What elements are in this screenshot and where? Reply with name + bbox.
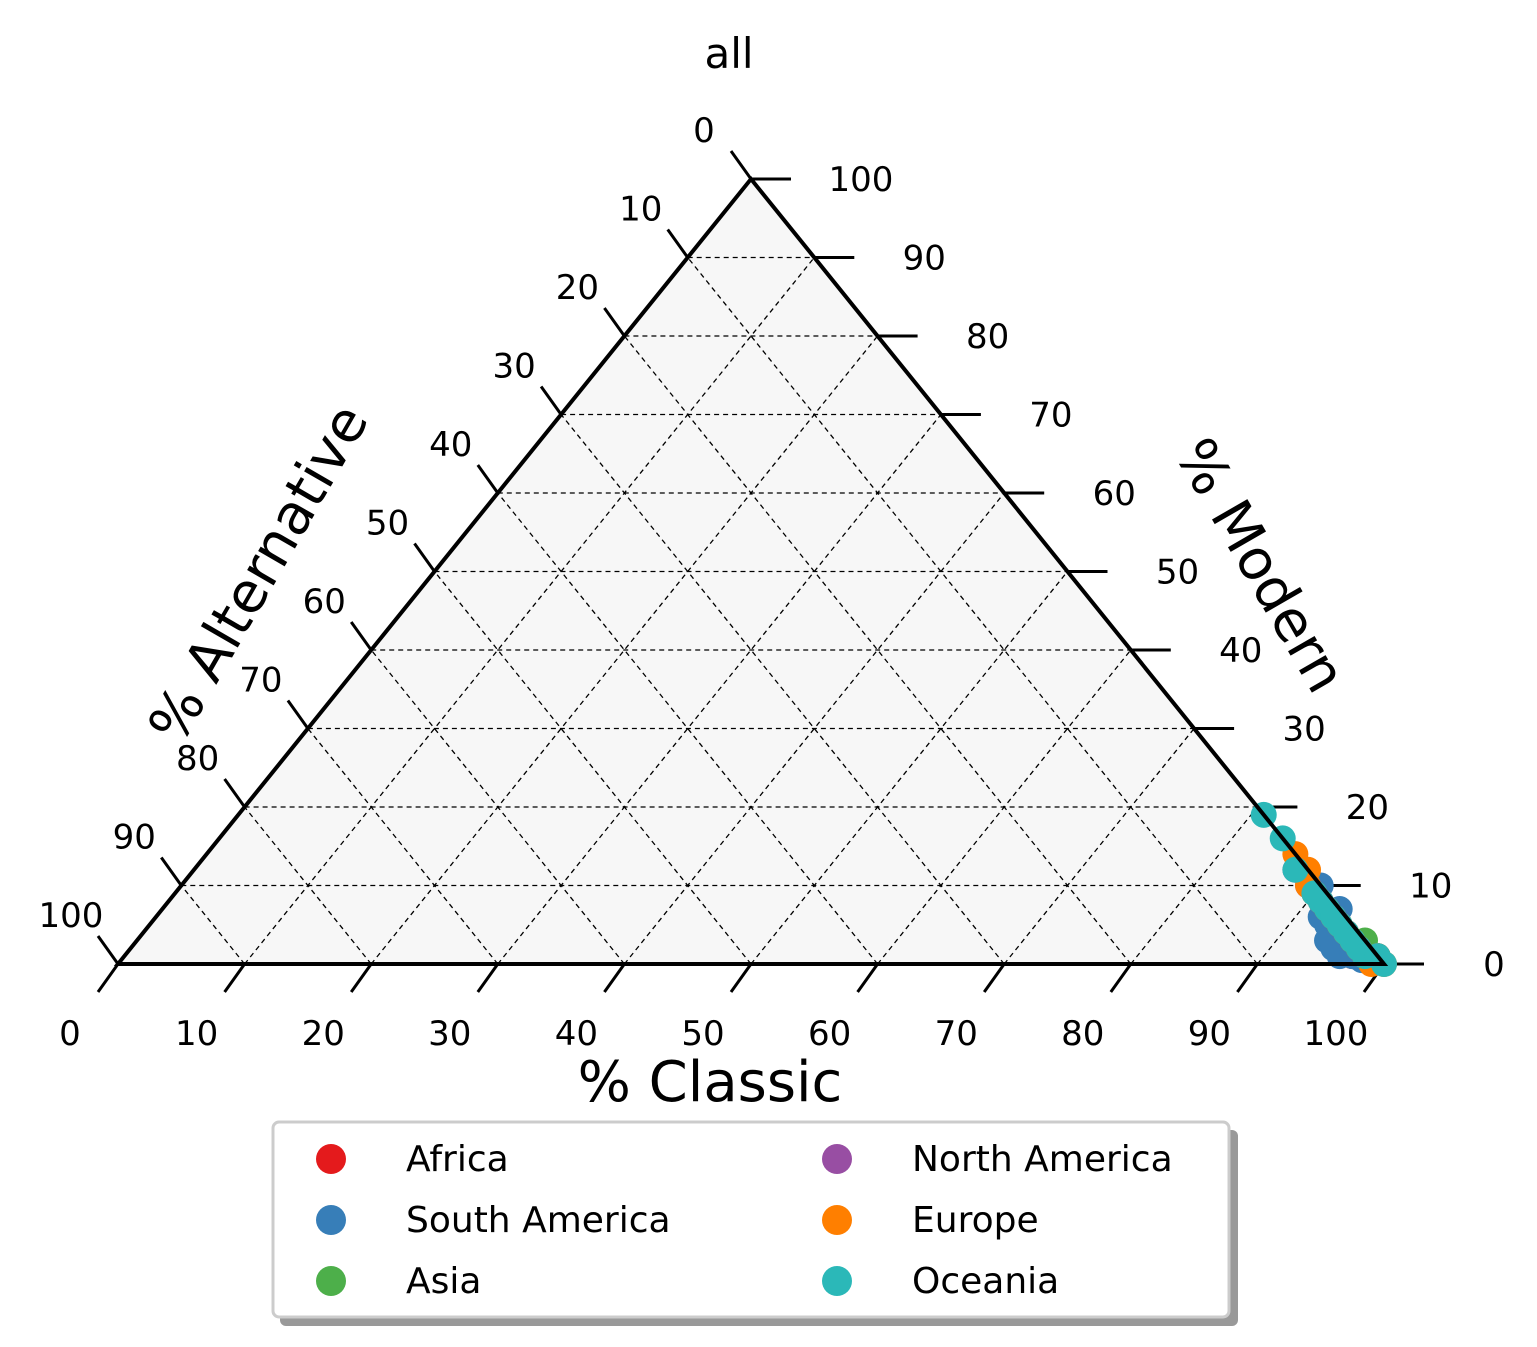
tick-classic bbox=[1236, 963, 1259, 993]
tick-classic bbox=[349, 963, 373, 993]
grid-line-alternative bbox=[433, 571, 752, 965]
tick-classic bbox=[982, 963, 1006, 993]
tick-label-classic: 70 bbox=[935, 1014, 978, 1054]
tick-alternative bbox=[476, 464, 500, 494]
grid-lines bbox=[180, 256, 1322, 965]
ticks: 0 0 0 10 10 10 20 20 20 30 30 30 40 40 40 50 50 50 60 60 60 7… bbox=[39, 111, 1505, 1054]
grid-line-classic bbox=[750, 571, 1069, 965]
tick-label-classic: 20 bbox=[302, 1014, 345, 1054]
data-point-oceania bbox=[1282, 856, 1309, 883]
tick-label-alternative: 50 bbox=[366, 504, 409, 544]
tick-label-classic: 100 bbox=[1304, 1014, 1369, 1054]
tick-classic bbox=[476, 963, 500, 993]
legend-marker-asia bbox=[316, 1266, 346, 1296]
tick-label-alternative: 20 bbox=[556, 268, 599, 308]
tick-label-modern: 50 bbox=[1156, 553, 1199, 593]
tick-alternative bbox=[349, 621, 373, 651]
tick-label-alternative: 0 bbox=[693, 111, 715, 151]
grid-line-classic bbox=[1130, 806, 1258, 965]
grid-line-alternative bbox=[307, 728, 499, 965]
tick-alternative bbox=[286, 699, 310, 730]
tick-label-modern: 40 bbox=[1219, 631, 1262, 671]
tick-alternative bbox=[666, 228, 689, 259]
legend-marker-north-america bbox=[822, 1144, 852, 1174]
legend-label-africa: Africa bbox=[406, 1139, 509, 1180]
tick-label-modern: 80 bbox=[966, 317, 1009, 357]
tick-alternative bbox=[603, 307, 626, 337]
tick-label-alternative: 70 bbox=[239, 661, 282, 701]
tick-label-classic: 40 bbox=[555, 1014, 598, 1054]
tick-label-alternative: 90 bbox=[113, 818, 156, 858]
tick-classic bbox=[223, 963, 246, 993]
tick-alternative bbox=[729, 150, 753, 180]
legend-label-oceania: Oceania bbox=[912, 1261, 1059, 1302]
grid-line-classic bbox=[497, 414, 942, 965]
legend: Africa South America Asia North America Euro… bbox=[271, 1120, 1238, 1326]
tick-label-modern: 90 bbox=[903, 239, 946, 279]
tick-classic bbox=[729, 963, 753, 993]
tick-alternative bbox=[223, 778, 246, 808]
tick-label-alternative: 40 bbox=[429, 425, 472, 465]
tick-label-classic: 10 bbox=[175, 1014, 218, 1054]
tick-classic bbox=[1109, 963, 1133, 993]
tick-label-modern: 100 bbox=[829, 160, 894, 200]
tick-classic bbox=[856, 963, 879, 993]
grid-line-alternative bbox=[244, 806, 372, 965]
grid-line-classic bbox=[877, 649, 1132, 965]
tick-alternative bbox=[413, 542, 436, 573]
grid-line-alternative bbox=[560, 414, 1005, 965]
legend-marker-south-america bbox=[316, 1205, 346, 1235]
chart-title: all bbox=[704, 29, 753, 78]
grid-line-alternative bbox=[180, 885, 246, 965]
legend-label-europe: Europe bbox=[912, 1200, 1039, 1241]
tick-label-classic: 0 bbox=[59, 1014, 81, 1054]
axis-title-classic: % Classic bbox=[578, 1050, 843, 1115]
tick-label-classic: 80 bbox=[1061, 1014, 1104, 1054]
tick-label-alternative: 10 bbox=[619, 190, 662, 230]
tick-label-alternative: 80 bbox=[176, 739, 219, 779]
legend-marker-europe bbox=[822, 1205, 852, 1235]
tick-alternative bbox=[160, 856, 183, 887]
tick-label-modern: 10 bbox=[1409, 867, 1452, 907]
legend-label-asia: Asia bbox=[406, 1261, 481, 1302]
tick-label-modern: 70 bbox=[1029, 396, 1072, 436]
tick-label-classic: 30 bbox=[428, 1014, 471, 1054]
tick-classic bbox=[603, 963, 626, 993]
tick-label-alternative: 60 bbox=[303, 582, 346, 622]
grid-line-alternative bbox=[687, 257, 1258, 965]
grid-line-alternative bbox=[370, 649, 625, 965]
tick-label-modern: 30 bbox=[1282, 710, 1325, 750]
tick-label-classic: 60 bbox=[808, 1014, 851, 1054]
legend-marker-africa bbox=[316, 1144, 346, 1174]
grid-line-classic bbox=[244, 257, 815, 965]
tick-label-modern: 60 bbox=[1093, 474, 1136, 514]
tick-label-classic: 90 bbox=[1188, 1014, 1231, 1054]
tick-label-modern: 0 bbox=[1483, 945, 1505, 985]
legend-label-south-america: South America bbox=[406, 1200, 671, 1241]
triangle-frame bbox=[113, 175, 1389, 966]
grid-line-classic bbox=[1003, 728, 1195, 965]
tick-label-modern: 20 bbox=[1346, 788, 1389, 828]
legend-label-north-america: North America bbox=[912, 1139, 1173, 1180]
legend-box bbox=[271, 1120, 1231, 1319]
tick-alternative bbox=[539, 385, 563, 416]
tick-classic bbox=[96, 963, 120, 993]
tick-alternative bbox=[96, 935, 120, 965]
tick-label-classic: 50 bbox=[681, 1014, 724, 1054]
legend-marker-oceania bbox=[822, 1266, 852, 1296]
tick-label-alternative: 30 bbox=[492, 347, 535, 387]
tick-label-alternative: 100 bbox=[39, 896, 104, 936]
